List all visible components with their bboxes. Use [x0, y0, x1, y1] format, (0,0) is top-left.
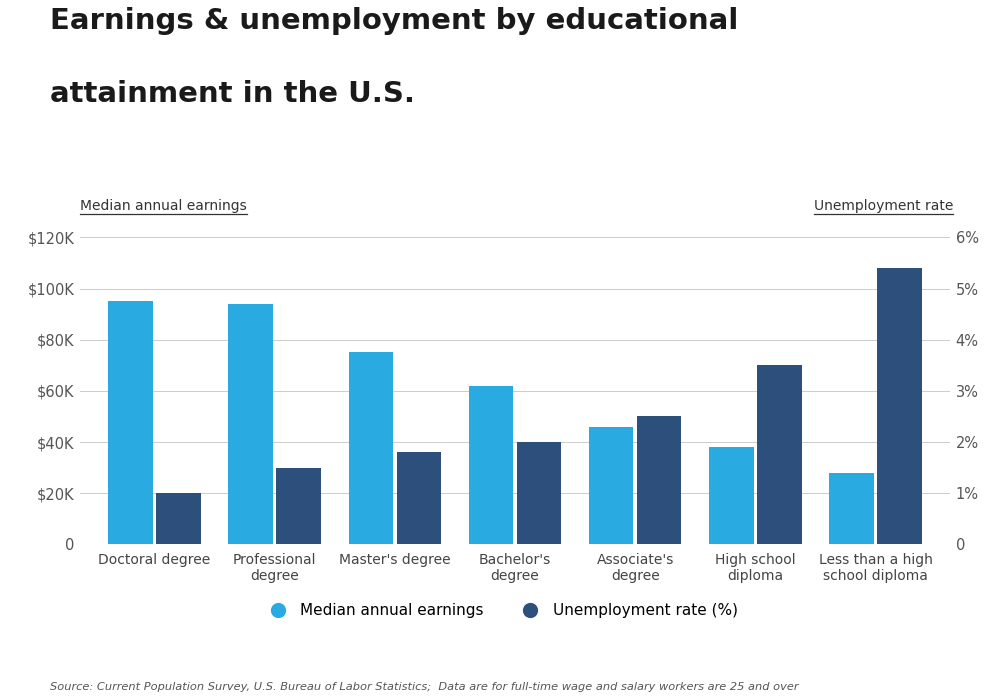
Text: attainment in the U.S.: attainment in the U.S.	[50, 80, 415, 108]
Bar	[276, 468, 321, 544]
Bar	[108, 302, 153, 544]
Bar	[397, 452, 441, 544]
Bar	[757, 365, 802, 544]
Bar	[156, 493, 201, 544]
Text: Unemployment rate: Unemployment rate	[814, 199, 953, 213]
Bar	[829, 473, 874, 544]
Bar	[469, 386, 513, 544]
Bar	[228, 304, 273, 544]
Bar	[589, 426, 633, 544]
Bar	[517, 442, 561, 544]
Bar	[709, 447, 754, 544]
Text: Median annual earnings: Median annual earnings	[80, 199, 247, 213]
Text: Source: Current Population Survey, U.S. Bureau of Labor Statistics;  Data are fo: Source: Current Population Survey, U.S. …	[50, 683, 798, 692]
Legend: Median annual earnings, Unemployment rate (%): Median annual earnings, Unemployment rat…	[256, 597, 744, 624]
Bar	[877, 268, 922, 544]
Bar	[637, 417, 681, 544]
Bar	[349, 352, 393, 544]
Text: Earnings & unemployment by educational: Earnings & unemployment by educational	[50, 7, 738, 35]
